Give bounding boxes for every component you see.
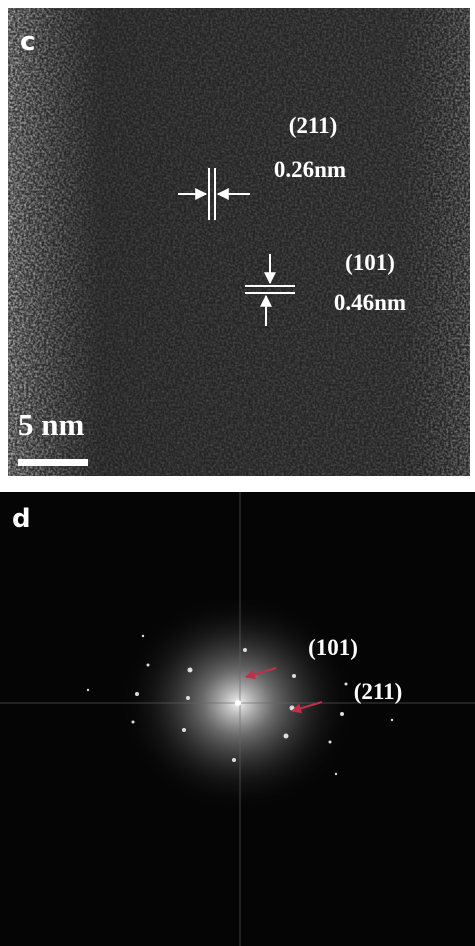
spacing-label: 0.26nm xyxy=(274,157,346,182)
plane-label: (101) xyxy=(308,635,358,660)
panel-label: c xyxy=(20,27,35,57)
panel-d: d (101) (211) xyxy=(0,492,475,946)
panel-label: d xyxy=(12,504,31,534)
spacing-label: 0.46nm xyxy=(334,290,406,315)
plane-label: (211) xyxy=(289,113,338,138)
plane-label: (101) xyxy=(345,250,395,275)
scale-bar xyxy=(18,459,88,466)
figure: c (211) 0.26nm (101) 0.46nm 5 nm xyxy=(0,0,475,946)
shade xyxy=(8,8,470,476)
panel-c: c (211) 0.26nm (101) 0.46nm 5 nm xyxy=(8,8,470,476)
scale-bar-label: 5 nm xyxy=(18,407,84,442)
plane-label: (211) xyxy=(354,679,403,704)
